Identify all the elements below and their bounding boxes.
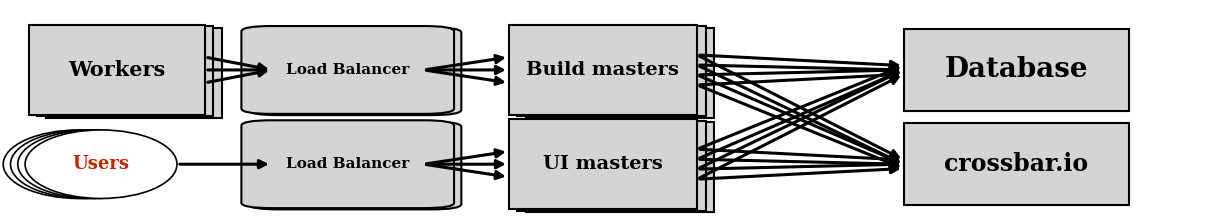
FancyBboxPatch shape	[241, 26, 454, 114]
Text: Load Balancer: Load Balancer	[286, 63, 409, 77]
Ellipse shape	[4, 130, 155, 199]
Text: Build masters: Build masters	[526, 61, 680, 79]
Ellipse shape	[26, 130, 177, 199]
FancyBboxPatch shape	[248, 122, 462, 209]
FancyBboxPatch shape	[509, 25, 697, 115]
FancyBboxPatch shape	[46, 28, 222, 118]
FancyBboxPatch shape	[518, 121, 705, 211]
Text: Workers: Workers	[68, 60, 166, 80]
Ellipse shape	[11, 130, 162, 199]
FancyBboxPatch shape	[904, 29, 1129, 111]
FancyBboxPatch shape	[526, 122, 714, 212]
FancyBboxPatch shape	[248, 27, 462, 115]
FancyBboxPatch shape	[518, 26, 705, 117]
Text: Database: Database	[944, 56, 1088, 84]
Text: Users: Users	[73, 155, 129, 173]
Text: crossbar.io: crossbar.io	[944, 152, 1088, 176]
FancyBboxPatch shape	[29, 25, 205, 115]
FancyBboxPatch shape	[509, 119, 697, 209]
Ellipse shape	[18, 130, 169, 199]
FancyBboxPatch shape	[904, 123, 1129, 205]
Text: Load Balancer: Load Balancer	[286, 157, 409, 171]
FancyBboxPatch shape	[38, 26, 213, 117]
Text: UI masters: UI masters	[543, 155, 663, 173]
FancyBboxPatch shape	[241, 120, 454, 208]
FancyBboxPatch shape	[526, 28, 714, 118]
